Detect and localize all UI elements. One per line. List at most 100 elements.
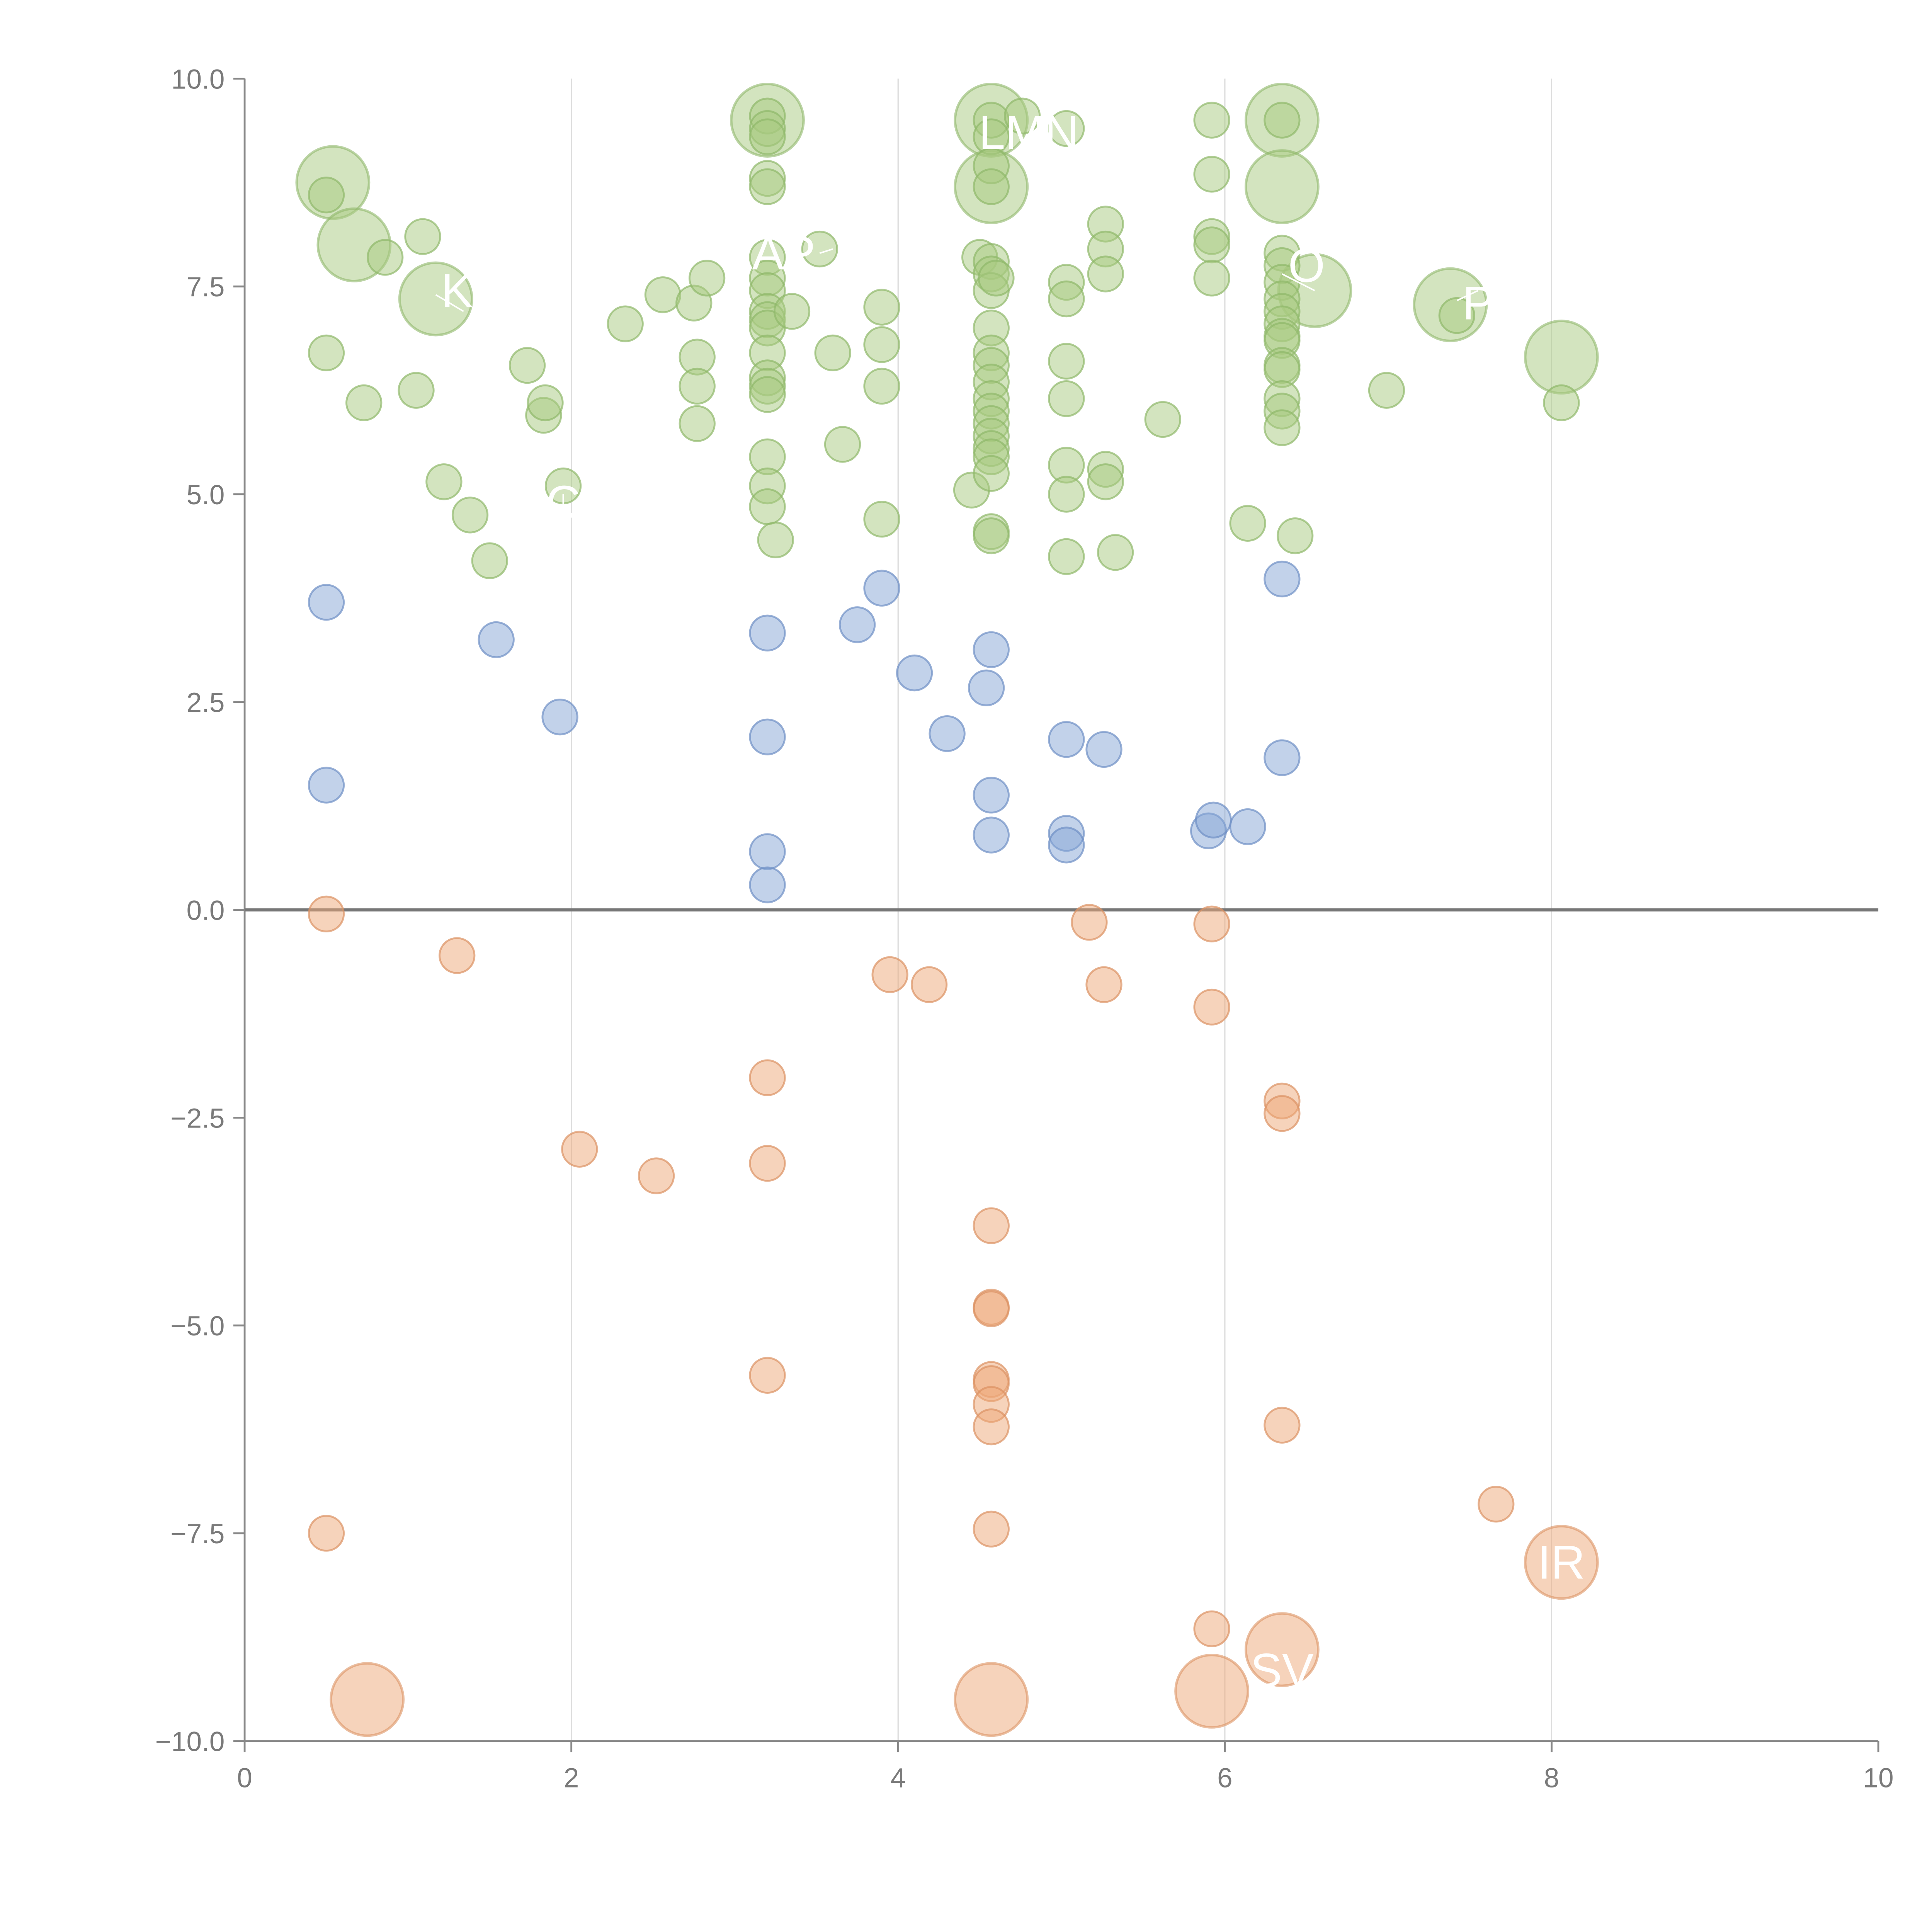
blue-bubble-point (1048, 827, 1085, 864)
orange-bubble-point (561, 1131, 598, 1168)
blue-bubble-point (749, 718, 786, 755)
large-bubble-point (1524, 1525, 1599, 1600)
x-tick-label: 8 (1544, 1763, 1560, 1793)
orange-bubble-point (973, 1510, 1010, 1548)
green-bubble-point (679, 367, 716, 405)
green-bubble-point (749, 488, 786, 525)
blue-bubble-point (1195, 801, 1232, 838)
orange-bubble-point (1264, 1095, 1301, 1132)
bubble-text-label: IR (1538, 1536, 1585, 1589)
green-bubble-point (1087, 463, 1124, 500)
green-bubble-point (527, 384, 564, 422)
orange-bubble-point (1071, 904, 1108, 941)
blue-bubble-point (973, 816, 1010, 854)
y-tick-label: 2.5 (187, 688, 225, 718)
green-bubble-point (814, 334, 851, 372)
green-bubble-point (1048, 110, 1085, 147)
blue-bubble-point (1264, 739, 1301, 776)
x-tick-label: 2 (564, 1763, 579, 1793)
blue-bubble-point (929, 715, 966, 752)
bubbles (295, 83, 1599, 1737)
green-bubble-point (801, 230, 838, 268)
orange-bubble-point (749, 1357, 786, 1394)
blue-bubble-point (541, 698, 578, 736)
blue-bubble-point (863, 570, 900, 607)
green-bubble-point (1277, 517, 1314, 554)
orange-bubble-point (1264, 1406, 1301, 1444)
blue-bubble-point (968, 669, 1005, 706)
bubble-text-label: K (441, 264, 473, 317)
green-bubble-point (1003, 97, 1041, 134)
green-bubble-point (863, 289, 900, 326)
green-bubble-point (404, 218, 441, 255)
green-bubble-point (1193, 260, 1230, 297)
green-bubble-point (1543, 384, 1580, 422)
bubble-text-label: O (1288, 239, 1325, 292)
green-bubble-point (345, 384, 383, 422)
green-bubble-point (973, 517, 1010, 554)
green-bubble-point (1193, 226, 1230, 264)
blue-bubble-point (1085, 731, 1122, 768)
green-bubble-point (1048, 280, 1085, 318)
green-bubble-point (749, 376, 786, 413)
y-tick-label: 10.0 (171, 64, 224, 95)
bubble-text-label: P (1462, 277, 1494, 330)
large-bubble-point (398, 261, 473, 337)
orange-bubble-point (1193, 905, 1230, 942)
green-bubble-point (471, 542, 508, 579)
blue-bubble-point (838, 606, 876, 643)
orange-bubble-point (973, 1290, 1010, 1327)
orange-bubble-point (439, 937, 476, 974)
orange-bubble-point (910, 966, 948, 1003)
blue-bubble-point (1229, 808, 1266, 845)
green-bubble-point (1438, 297, 1475, 334)
x-tick-label: 0 (237, 1763, 252, 1793)
blue-bubble-point (973, 777, 1010, 814)
y-tick-label: −7.5 (170, 1519, 224, 1549)
bubble-text-label: C (546, 476, 580, 529)
green-bubble-point (398, 372, 435, 409)
x-tick-label: 6 (1217, 1763, 1233, 1793)
green-bubble-point (978, 260, 1015, 297)
blue-bubble-point (1264, 560, 1301, 598)
orange-bubble-point (973, 1207, 1010, 1244)
x-tick-label: 4 (891, 1763, 906, 1793)
orange-bubble-point (749, 1145, 786, 1182)
y-tick-label: 7.5 (187, 272, 225, 303)
green-bubble-point (1264, 409, 1301, 446)
green-bubble-point (1048, 343, 1085, 380)
large-bubble-point (1174, 1653, 1249, 1729)
bubble-labels: LMN AP K O P C IR SV (435, 106, 1585, 1697)
large-bubble-point (330, 1662, 405, 1737)
label-leader-line (819, 248, 833, 254)
green-bubble-point (824, 426, 861, 463)
x-tick-label: 10 (1863, 1763, 1894, 1793)
green-bubble-point (973, 455, 1010, 492)
green-bubble-point (1229, 505, 1266, 542)
axes: −10.0 −7.5 −5.0 −2.5 0.0 2.5 5.0 7.5 10.0 0 2 4 6 8 10 (155, 64, 1894, 1793)
blue-bubble-point (749, 866, 786, 903)
orange-bubble-point (1193, 1610, 1230, 1648)
orange-bubble-point (308, 1515, 345, 1552)
y-tick-label: −10.0 (155, 1727, 225, 1757)
green-bubble-point (1368, 372, 1405, 409)
green-bubble-point (1087, 255, 1124, 293)
green-bubble-point (1048, 380, 1085, 417)
green-bubble-point (509, 347, 546, 384)
large-bubble-point (1244, 149, 1320, 224)
blue-bubble-point (749, 833, 786, 870)
green-bubble-point (425, 463, 463, 500)
green-bubble-point (863, 500, 900, 538)
green-bubble-point (1048, 538, 1085, 575)
green-bubble-point (863, 367, 900, 405)
blue-bubble-point (749, 614, 786, 651)
green-bubble-point (757, 521, 794, 559)
blue-bubble-point (896, 654, 933, 692)
label-leader-line (1456, 290, 1479, 301)
green-bubble-point (1264, 102, 1301, 139)
green-bubble-point (679, 405, 716, 442)
green-bubble-point (749, 168, 786, 205)
label-leader-line (1281, 273, 1315, 291)
green-bubble-point (1048, 476, 1085, 513)
